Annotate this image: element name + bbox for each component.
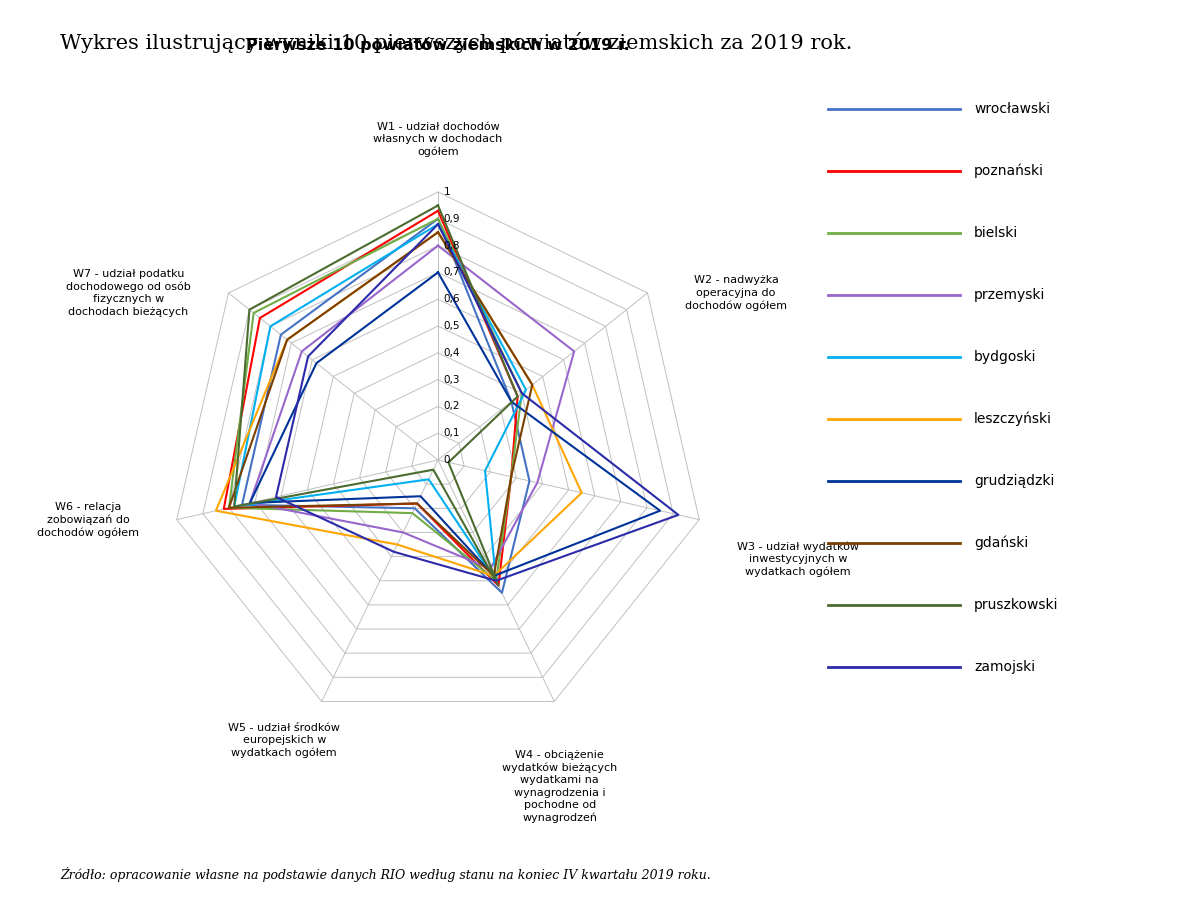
Text: 0,7: 0,7 <box>443 267 460 278</box>
Text: 0,9: 0,9 <box>443 214 460 224</box>
Text: 0: 0 <box>443 455 450 465</box>
Text: 0,1: 0,1 <box>443 428 460 438</box>
Text: W3 - udział wydatków
inwestycyjnych w
wydatkach ogółem: W3 - udział wydatków inwestycyjnych w wy… <box>737 541 859 577</box>
Text: bielski: bielski <box>974 226 1019 240</box>
Text: 0,6: 0,6 <box>443 294 460 304</box>
Text: Źródło: opracowanie własne na podstawie danych RIO według stanu na koniec IV kwa: Źródło: opracowanie własne na podstawie … <box>60 867 710 882</box>
Text: W1 - udział dochodów
własnych w dochodach
ogółem: W1 - udział dochodów własnych w dochodac… <box>373 122 503 157</box>
Text: W5 - udział środków
europejskich w
wydatkach ogółem: W5 - udział środków europejskich w wydat… <box>228 723 340 759</box>
Text: 0,8: 0,8 <box>443 241 460 251</box>
Text: 1: 1 <box>443 187 450 197</box>
Text: gdański: gdański <box>974 536 1028 550</box>
Text: W4 - obciążenie
wydatków bieżących
wydatkami na
wynagrodzenia i
pochodne od
wyna: W4 - obciążenie wydatków bieżących wydat… <box>502 750 617 823</box>
Text: grudziądzki: grudziądzki <box>974 474 1055 488</box>
Text: W6 - relacja
zobowiązań do
dochodów ogółem: W6 - relacja zobowiązań do dochodów ogół… <box>37 502 139 538</box>
Text: Pierwsze 10 powiatów ziemskich w 2019 r.: Pierwsze 10 powiatów ziemskich w 2019 r. <box>246 37 630 52</box>
Text: zamojski: zamojski <box>974 659 1036 674</box>
Text: leszczyński: leszczyński <box>974 411 1052 426</box>
Text: przemyski: przemyski <box>974 288 1045 302</box>
Text: bydgoski: bydgoski <box>974 350 1037 364</box>
Text: W2 - nadwyżka
operacyjna do
dochodów ogółem: W2 - nadwyżka operacyjna do dochodów ogó… <box>685 275 787 310</box>
Text: Wykres ilustrujący wyniki 10 pierwszych powiatów ziemskich za 2019 rok.: Wykres ilustrujący wyniki 10 pierwszych … <box>60 32 852 52</box>
Text: 0,2: 0,2 <box>443 401 460 411</box>
Text: 0,4: 0,4 <box>443 348 460 358</box>
Text: 0,3: 0,3 <box>443 374 460 384</box>
Text: wrocławski: wrocławski <box>974 102 1050 116</box>
Text: W7 - udział podatku
dochodowego od osób
fizycznych w
dochodach bieżących: W7 - udział podatku dochodowego od osób … <box>66 269 191 317</box>
Text: pruszkowski: pruszkowski <box>974 598 1058 612</box>
Text: 0,5: 0,5 <box>443 321 460 331</box>
Text: poznański: poznański <box>974 164 1044 179</box>
